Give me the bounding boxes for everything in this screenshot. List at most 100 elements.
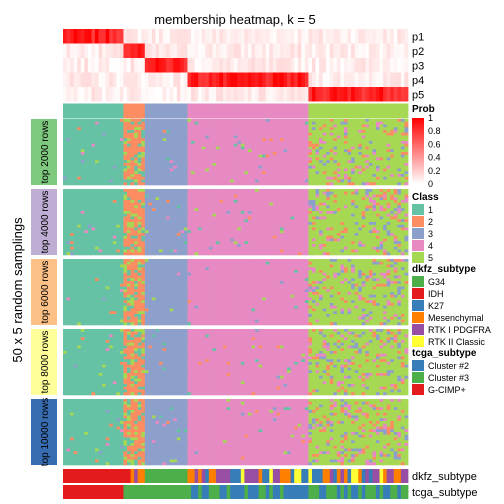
heatmap-cell [151, 235, 156, 239]
heatmap-cell [237, 138, 242, 142]
heatmap-cell [80, 241, 85, 245]
heatmap-cell [326, 163, 331, 167]
membership-cell [283, 43, 288, 58]
heatmap-cell [311, 146, 316, 150]
heatmap-cell [279, 230, 284, 234]
heatmap-cell [386, 138, 391, 142]
heatmap-cell [169, 194, 174, 198]
heatmap-cell [247, 233, 252, 237]
membership-cell [191, 58, 195, 73]
heatmap-cell [95, 160, 99, 164]
heatmap-cell [336, 171, 341, 175]
heatmap-cell [375, 135, 380, 139]
heatmap-cell [180, 230, 185, 234]
heatmap-cell [258, 154, 263, 158]
heatmap-cell [251, 205, 256, 209]
heatmap-cell [66, 160, 71, 164]
heatmap-cell [80, 211, 85, 215]
heatmap-cell [343, 149, 348, 153]
heatmap-cell [297, 143, 302, 147]
heatmap-cell [294, 208, 299, 212]
heatmap-cell [223, 227, 228, 231]
heatmap-cell [329, 233, 334, 237]
membership-cell [247, 43, 252, 58]
heatmap-cell [340, 241, 345, 245]
heatmap-cell [116, 197, 121, 201]
heatmap-cell [183, 241, 188, 245]
heatmap-cell [208, 179, 213, 183]
heatmap-cell [326, 244, 331, 248]
heatmap-cell [237, 143, 242, 147]
heatmap-cell [208, 119, 213, 123]
heatmap-cell [301, 143, 306, 147]
heatmap-cell [73, 230, 78, 234]
heatmap-cell [400, 130, 405, 134]
heatmap-cell [322, 191, 327, 195]
heatmap-cell [91, 143, 96, 147]
membership-cell [223, 58, 228, 73]
heatmap-cell [244, 127, 249, 131]
heatmap-cell [123, 182, 128, 186]
heatmap-cell [265, 224, 270, 228]
heatmap-cell [390, 130, 395, 134]
heatmap-cell [223, 208, 228, 212]
heatmap-cell [116, 238, 121, 242]
heatmap-cell [333, 205, 338, 209]
heatmap-cell [258, 165, 263, 169]
heatmap-cell [130, 176, 135, 180]
heatmap-cell [215, 152, 220, 156]
heatmap-cell [404, 205, 409, 209]
heatmap-cell [162, 194, 167, 198]
heatmap-cell [404, 149, 409, 153]
heatmap-cell [226, 202, 231, 206]
heatmap-cell [105, 216, 110, 220]
heatmap-cell [290, 241, 295, 245]
heatmap-cell [265, 216, 270, 220]
heatmap-cell [265, 138, 270, 142]
heatmap-cell [95, 174, 99, 178]
class-cell [73, 103, 78, 119]
heatmap-cell [297, 176, 302, 180]
heatmap-cell [183, 149, 188, 153]
heatmap-cell [66, 168, 71, 172]
heatmap-cell [365, 197, 370, 201]
membership-cell [151, 58, 156, 73]
heatmap-cell [336, 149, 341, 153]
heatmap-cell [265, 149, 270, 153]
heatmap-cell [301, 208, 306, 212]
heatmap-cell [247, 235, 252, 239]
heatmap-cell [386, 154, 391, 158]
heatmap-cell [205, 146, 210, 150]
heatmap-cell [134, 135, 139, 139]
heatmap-cell [84, 244, 89, 248]
heatmap-cell [119, 152, 124, 156]
heatmap-cell [262, 219, 267, 223]
heatmap-cell [340, 227, 345, 231]
heatmap-cell [311, 230, 316, 234]
heatmap-cell [372, 189, 377, 193]
heatmap-cell [400, 189, 405, 193]
membership-cell [279, 72, 284, 87]
heatmap-cell [287, 219, 292, 223]
heatmap-cell [205, 174, 210, 178]
heatmap-cell [251, 211, 256, 215]
heatmap-cell [240, 235, 245, 239]
heatmap-cell [112, 143, 117, 147]
heatmap-cell [134, 149, 139, 153]
heatmap-cell [119, 163, 124, 167]
membership-cell [151, 72, 156, 87]
membership-cell [70, 58, 75, 73]
heatmap-cell [187, 246, 192, 250]
heatmap-cell [244, 163, 249, 167]
heatmap-cell [127, 127, 131, 131]
heatmap-cell [361, 241, 366, 245]
heatmap-cell [326, 119, 331, 123]
membership-cell [365, 72, 370, 87]
heatmap-cell [358, 119, 363, 123]
heatmap-cell [137, 189, 142, 193]
heatmap-cell [251, 171, 256, 175]
heatmap-cell [351, 241, 356, 245]
heatmap-cell [294, 119, 299, 123]
heatmap-cell [73, 205, 78, 209]
heatmap-cell [244, 154, 249, 158]
